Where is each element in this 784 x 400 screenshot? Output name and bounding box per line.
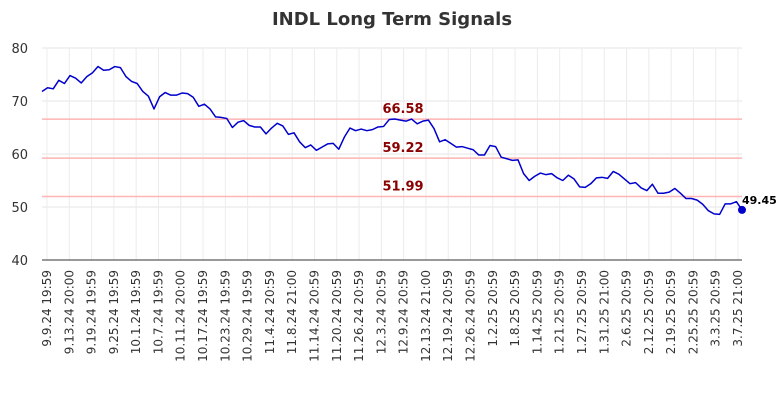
last-point-marker: [738, 205, 746, 214]
signal-level-label: 59.22: [382, 141, 423, 156]
y-tick-label: 60: [11, 148, 28, 163]
x-tick-label: 9.13.24 20:00: [62, 270, 76, 354]
x-tick-label: 12.9.24 20:59: [397, 270, 411, 354]
x-tick-label: 11.14.24 20:59: [307, 270, 321, 362]
y-tick-label: 80: [11, 42, 28, 57]
x-tick-label: 3.7.25 21:00: [731, 270, 745, 347]
signal-levels: 66.58 59.22 51.99: [42, 102, 742, 198]
signal-level-label: 51.99: [382, 179, 423, 194]
x-tick-label: 11.20.24 20:59: [330, 270, 344, 362]
x-tick-label: 11.8.24 21:00: [285, 270, 299, 354]
x-tick-label: 2.19.25 20:59: [664, 270, 678, 354]
signal-level-label: 66.58: [382, 102, 423, 117]
x-tick-label: 12.19.24 20:59: [441, 270, 455, 362]
x-tick-label: 10.29.24 19:59: [241, 270, 255, 362]
x-tick-label: 12.3.24 20:59: [374, 270, 388, 354]
x-tick-label: 11.26.24 20:59: [352, 270, 366, 362]
x-tick-label: 9.25.24 19:59: [107, 270, 121, 354]
x-tick-label: 2.25.25 20:59: [686, 270, 700, 354]
y-tick-label: 70: [11, 95, 28, 110]
x-tick-label: 3.3.25 20:59: [709, 270, 723, 347]
x-tick-label: 1.8.25 20:59: [508, 270, 522, 347]
price-series-line: [41, 65, 743, 216]
x-tick-label: 10.1.24 19:59: [129, 270, 143, 354]
last-point-label: 49.45: [742, 194, 777, 207]
series-layer: 49.45: [41, 65, 777, 216]
x-axis: 9.9.24 19:59 9.13.24 20:00 9.19.24 19:59 9.…: [40, 259, 745, 362]
x-tick-label: 10.17.24 19:59: [196, 270, 210, 362]
y-axis: 40 50 60 70 80: [11, 42, 28, 269]
x-tick-label: 1.27.25 20:59: [575, 270, 589, 354]
x-tick-label: 9.9.24 19:59: [40, 270, 54, 347]
x-tick-label: 11.4.24 20:59: [263, 270, 277, 354]
x-tick-label: 10.23.24 19:59: [218, 270, 232, 362]
x-tick-label: 1.2.25 20:59: [486, 270, 500, 347]
x-tick-label: 1.21.25 20:59: [553, 270, 567, 354]
x-tick-label: 12.13.24 21:00: [419, 270, 433, 362]
x-tick-label: 9.19.24 19:59: [85, 270, 99, 354]
x-tick-label: 2.12.25 20:59: [642, 270, 656, 354]
x-tick-label: 1.14.25 20:59: [530, 270, 544, 354]
x-tick-label: 2.6.25 20:59: [620, 270, 634, 347]
grid-lines: [42, 47, 742, 261]
x-tick-label: 1.31.25 21:00: [597, 270, 611, 354]
x-tick-label: 10.7.24 19:59: [151, 270, 165, 354]
x-tick-label: 10.11.24 20:00: [174, 270, 188, 362]
y-tick-label: 50: [11, 201, 28, 216]
x-tick-label: 12.26.24 20:59: [464, 270, 478, 362]
chart-title: INDL Long Term Signals: [272, 9, 512, 30]
y-tick-label: 40: [11, 254, 28, 269]
